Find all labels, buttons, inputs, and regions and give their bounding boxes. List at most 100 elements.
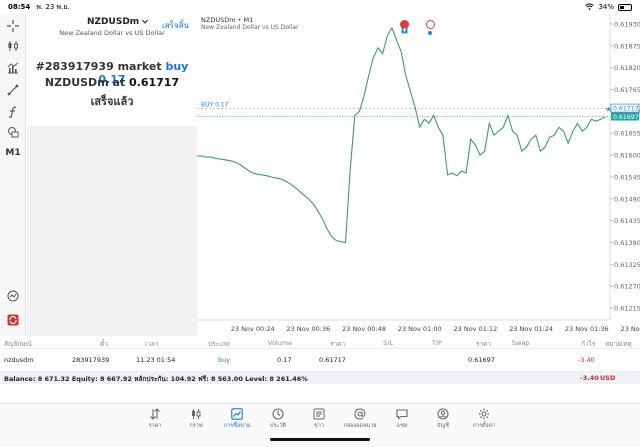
chart-area[interactable]: 0.619300.618750.618200.617650.617100.616… (197, 14, 640, 336)
chart-title: NZDUSDm • M1 (201, 16, 254, 24)
tab-label-settings: การตั้งค่า (472, 423, 496, 429)
status-right: 34% (585, 2, 632, 12)
quotes-arrows-icon (150, 408, 160, 420)
row-open-price: 0.61717 (319, 356, 346, 364)
tab-label-news: ข่าว (314, 423, 324, 429)
order-price-text: 0.61717 (129, 76, 180, 89)
tab-label-trade: การซื้อขาย (223, 423, 251, 429)
tab-mailbox[interactable]: กล่องจดหมาย (340, 408, 380, 430)
y-tick-label: 0.61765 (614, 86, 640, 94)
buy-price-tag-label: 0.61717 (613, 106, 639, 113)
header-profit: กำไร (581, 340, 596, 348)
objects-icon[interactable] (5, 82, 21, 98)
y-tick-label: 0.61600 (614, 152, 640, 160)
mailbox-at-icon (354, 408, 366, 420)
header-type: ประเภท (208, 340, 230, 348)
tab-account[interactable]: บัญชี (423, 408, 463, 430)
balance-text: Balance: 8 671.32 Equity: 8 667.92 หลักป… (4, 375, 308, 383)
wifi-icon (585, 2, 595, 12)
battery-fill (620, 5, 625, 9)
left-toolbar: M1 (0, 14, 26, 336)
news-icon (313, 408, 325, 420)
buy-level-label: BUY 0.17 (201, 102, 229, 109)
history-clock-icon (272, 408, 284, 420)
tab-label-chat: แชท (396, 423, 408, 429)
order-message-line2: NZDUSDm at 0.61717 (27, 76, 197, 89)
account-icon (437, 408, 449, 420)
tab-trade[interactable]: การซื้อขาย (217, 408, 257, 430)
tab-label-chart: กราฟ (189, 423, 203, 429)
status-date: พ. 23 พ.ย. (36, 2, 70, 11)
y-tick-label: 0.61270 (614, 283, 640, 291)
total-profit: -3.40 (580, 374, 599, 382)
y-tick-label: 0.61380 (614, 239, 640, 247)
zoom-icon[interactable] (5, 288, 21, 304)
balance-bar: Balance: 8 671.32 Equity: 8 667.92 หลักป… (0, 371, 640, 384)
status-bar: 08:54 พ. 23 พ.ย. 34% (0, 0, 640, 14)
y-tick-label: 0.61655 (614, 130, 640, 138)
tab-history[interactable]: ประวัติ (258, 408, 298, 430)
header-volume: Volume (268, 339, 293, 347)
header-comment: หมายเหตุ (605, 340, 632, 348)
done-button[interactable]: เสร็จสิ้น (162, 21, 189, 30)
up-arrow-badge-icon[interactable] (400, 20, 409, 34)
chat-icon (396, 409, 408, 420)
current-price-tag-label: 0.61697 (613, 114, 639, 121)
x-tick-label: 23 Nov 00:24 (231, 325, 275, 333)
tab-label-history: ประวัติ (269, 423, 287, 429)
tab-label-mailbox: กล่องจดหมาย (343, 423, 377, 429)
row-ticket: 283917939 (72, 356, 110, 364)
candlestick-tool-icon[interactable] (5, 38, 21, 54)
tab-chart[interactable]: กราฟ (176, 408, 216, 430)
candlestick-icon (192, 409, 201, 419)
header-time: เวลา (145, 340, 159, 348)
header-ticket: ตั๋ว (100, 340, 108, 348)
order-ticket-text: #283917939 market (35, 60, 166, 73)
y-tick-label: 0.61545 (614, 173, 640, 181)
y-tick-label: 0.61325 (614, 261, 640, 269)
x-tick-label: 23 Nov 01:48 (621, 325, 640, 333)
timeframe-button[interactable]: M1 (5, 148, 21, 158)
refresh-icon[interactable] (5, 312, 21, 328)
tab-quotes[interactable]: ราคา (135, 408, 175, 430)
row-time: 11.23 01:54 (136, 356, 176, 364)
refresh-badge-icon[interactable] (426, 20, 435, 35)
row-type: buy (218, 356, 231, 364)
x-tick-label: 23 Nov 01:24 (509, 325, 553, 333)
symbol-name: NZDUSDm (87, 17, 140, 27)
currency-label: USD (600, 374, 616, 382)
chart-description: New Zealand Dollar vs US Dollar (201, 24, 299, 31)
table-header: สัญลักษณ์ ตั๋ว เวลา ประเภท Volume ราคา S… (0, 336, 640, 349)
table-row[interactable]: nzdusdm 283917939 11.23 01:54 buy 0.17 0… (0, 353, 640, 366)
x-tick-label: 23 Nov 01:36 (565, 325, 609, 333)
row-profit: -3.40 (578, 356, 595, 364)
tab-settings[interactable]: การตั้งค่า (464, 408, 504, 430)
home-indicator (270, 438, 370, 441)
y-tick-label: 0.61490 (614, 195, 640, 203)
battery-icon (618, 3, 632, 11)
header-price: ราคา (476, 340, 492, 348)
panel-background (27, 127, 197, 336)
price-chart[interactable]: 0.619300.618750.618200.617650.617100.616… (197, 14, 640, 336)
row-symbol: nzdusdm (4, 356, 34, 364)
indicators-icon[interactable] (5, 60, 21, 76)
order-symbol-text: NZDUSDm at (44, 76, 129, 89)
y-tick-label: 0.61435 (614, 217, 640, 225)
order-message-line1: #283917939 market buy 0.17 (27, 60, 197, 86)
settings-gear-icon (478, 408, 490, 420)
shapes-icon[interactable] (5, 124, 21, 140)
tab-label-account: บัญชี (437, 423, 449, 429)
tab-label-quotes: ราคา (148, 423, 162, 429)
function-icon[interactable] (5, 104, 21, 120)
symbol-selector[interactable]: NZDUSDm (87, 17, 149, 27)
chevron-down-icon (142, 17, 149, 27)
order-action-text: buy 0.17 (98, 60, 189, 86)
status-time: 08:54 (8, 3, 31, 11)
price-series-line (197, 26, 606, 244)
x-tick-label: 23 Nov 00:48 (342, 325, 386, 333)
crosshair-icon[interactable] (5, 18, 21, 34)
trade-chart-icon (231, 408, 243, 420)
row-price: 0.61697 (468, 356, 495, 364)
tab-news[interactable]: ข่าว (299, 408, 339, 430)
tab-chat[interactable]: แชท (382, 408, 422, 430)
